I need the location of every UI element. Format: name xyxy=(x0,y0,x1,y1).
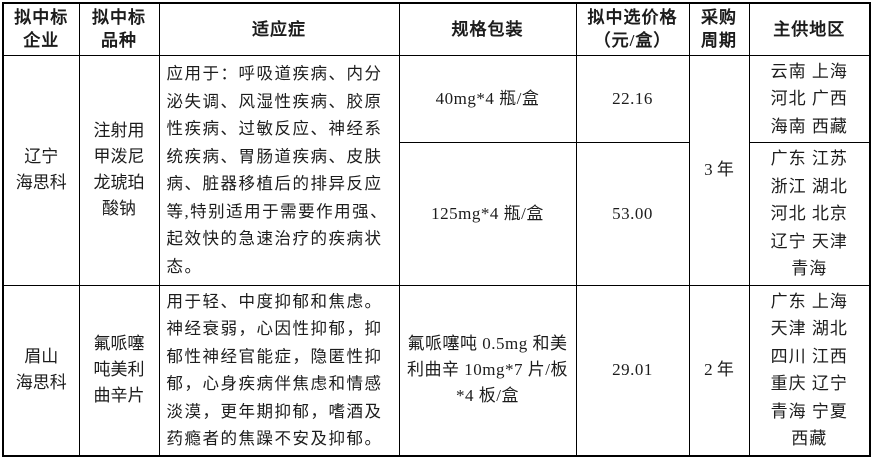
indication-cell: 用于轻、中度抑郁和焦虑。 神经衰弱，心因性抑郁，抑 郁性神经官能症，隐匿性抑 郁… xyxy=(158,284,400,456)
spec-cell: 40mg*4 瓶/盒 xyxy=(398,54,577,143)
header-cell-price: 拟中选价格 （元/盒） xyxy=(575,2,690,56)
header-cell-indication: 适应症 xyxy=(158,2,400,56)
cycle-cell: 3 年 xyxy=(688,54,750,286)
indication-cell: 应用于：呼吸道疾病、内分 泌失调、风湿性疾病、胶原 性疾病、过敏反应、神经系 统… xyxy=(158,54,400,286)
spec-cell: 125mg*4 瓶/盒 xyxy=(398,142,577,286)
header-cell-variety: 拟中标 品种 xyxy=(78,2,160,56)
price-cell: 22.16 xyxy=(575,54,690,143)
regions-cell: 广东 江苏 浙江 湖北 河北 北京 辽宁 天津 青海 xyxy=(748,142,871,286)
company-cell: 辽宁 海思科 xyxy=(2,54,80,286)
variety-cell: 注射用 甲泼尼 龙琥珀 酸钠 xyxy=(78,54,160,286)
table-row: 眉山 海思科 氟哌噻 吨美利 曲辛片 用于轻、中度抑郁和焦虑。 神经衰弱，心因性… xyxy=(2,284,871,456)
company-cell: 眉山 海思科 xyxy=(2,284,80,456)
header-cell-regions: 主供地区 xyxy=(748,2,871,56)
table-row: 辽宁 海思科 注射用 甲泼尼 龙琥珀 酸钠 应用于：呼吸道疾病、内分 泌失调、风… xyxy=(2,54,871,286)
header-cell-cycle: 采购 周期 xyxy=(688,2,750,56)
price-cell: 53.00 xyxy=(575,142,690,286)
cycle-cell: 2 年 xyxy=(688,284,750,456)
header-cell-company: 拟中标 企业 xyxy=(2,2,80,56)
regions-cell: 广东 上海 天津 湖北 四川 江西 重庆 辽宁 青海 宁夏 西藏 xyxy=(748,284,871,456)
variety-cell: 氟哌噻 吨美利 曲辛片 xyxy=(78,284,160,456)
regions-cell: 云南 上海 河北 广西 海南 西藏 xyxy=(748,54,871,143)
table-header-row: 拟中标 企业 拟中标 品种 适应症 规格包装 拟中选价格 （元/盒） 采购 周期… xyxy=(2,2,871,56)
price-cell: 29.01 xyxy=(575,284,690,456)
header-cell-spec: 规格包装 xyxy=(398,2,577,56)
spec-cell: 氟哌噻吨 0.5mg 和美 利曲辛 10mg*7 片/板 *4 板/盒 xyxy=(398,284,577,456)
table-row: 125mg*4 瓶/盒 53.00 广东 江苏 浙江 湖北 河北 北京 辽宁 天… xyxy=(3,142,871,286)
